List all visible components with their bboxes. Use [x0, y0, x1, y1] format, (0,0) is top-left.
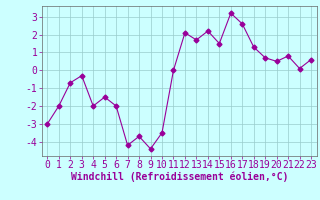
- X-axis label: Windchill (Refroidissement éolien,°C): Windchill (Refroidissement éolien,°C): [70, 172, 288, 182]
